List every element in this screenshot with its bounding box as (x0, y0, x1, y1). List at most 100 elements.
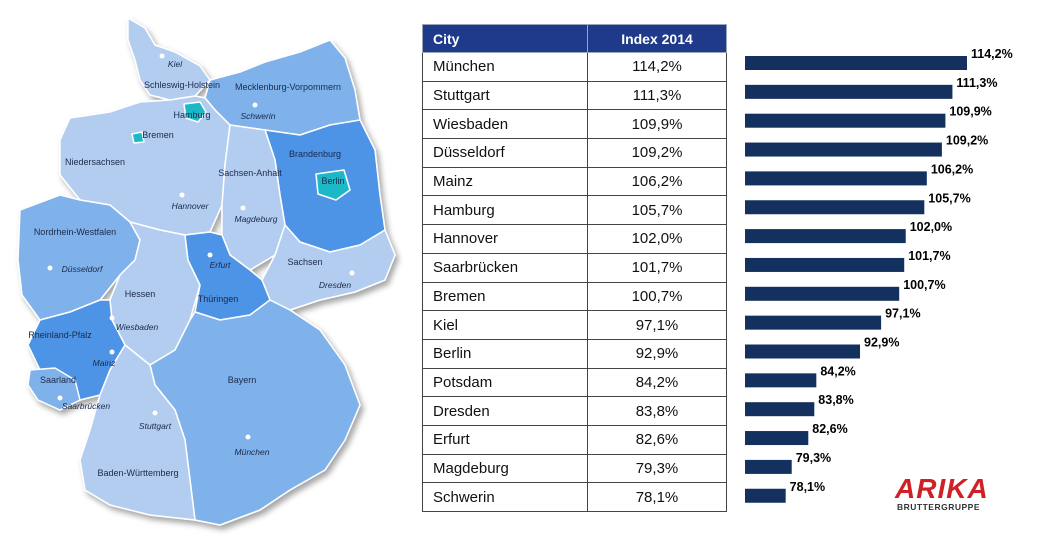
table-row: Bremen 100,7% (422, 281, 727, 312)
bar-9 (745, 315, 882, 330)
cell-index: 100,7% (587, 281, 727, 312)
table-row: Potsdam 84,2% (422, 367, 727, 398)
table-row: Erfurt 82,6% (422, 424, 727, 455)
cell-city: Schwerin (422, 482, 588, 512)
state-sachsen-anhalt[interactable] (221, 124, 286, 271)
cell-city: Hamburg (422, 195, 588, 226)
bar-value-label: 83,8% (818, 393, 853, 407)
bar-1 (745, 84, 953, 99)
cell-index: 79,3% (587, 453, 727, 484)
cell-city: Wiesbaden (422, 109, 588, 140)
bar-value-label: 102,0% (910, 220, 952, 234)
cell-index: 84,2% (587, 367, 727, 398)
label-magdeburg: Magdeburg (234, 214, 277, 224)
dot-duesseldorf (47, 265, 53, 271)
cell-index: 92,9% (587, 338, 727, 369)
cell-city: Erfurt (422, 424, 588, 455)
bar-4 (745, 171, 927, 186)
cell-city: Kiel (422, 310, 588, 340)
cell-city: Bremen (422, 281, 588, 312)
cell-city: Stuttgart (422, 80, 588, 111)
cell-index: 97,1% (587, 310, 727, 340)
table-row: Stuttgart 111,3% (422, 80, 727, 111)
label-schwerin: Schwerin (241, 111, 276, 121)
cell-city: München (422, 52, 588, 82)
bar-11 (745, 373, 817, 388)
label-schleswig: Schleswig-Holstein (144, 80, 220, 90)
dot-erfurt (207, 252, 213, 258)
table-header-row: City Index 2014 (422, 24, 727, 53)
cell-city: Berlin (422, 338, 588, 369)
bar-value-label: 82,6% (812, 422, 847, 436)
state-hamburg[interactable] (183, 101, 207, 123)
label-rheinland-pfalz: Rheinland-Pfalz (28, 330, 92, 340)
logo-subtitle: BRUTTERGRUPPE (897, 502, 981, 512)
label-sachsen-anhalt: Sachsen-Anhalt (218, 168, 282, 178)
label-kiel: Kiel (168, 59, 183, 69)
column-header-index: Index 2014 (587, 24, 727, 53)
bar-value-label: 79,3% (796, 451, 831, 465)
state-bremen[interactable] (131, 131, 145, 144)
index-table: City Index 2014 München 114,2% Stuttgart 11… (422, 24, 727, 512)
dot-hannover (179, 192, 185, 198)
label-saarland: Saarland (40, 375, 76, 385)
label-nrw: Nordrhein-Westfalen (34, 227, 116, 237)
label-niedersachsen: Niedersachsen (65, 157, 125, 167)
bar-value-label: 109,2% (946, 134, 988, 148)
label-wiesbaden: Wiesbaden (116, 322, 159, 332)
label-muenchen: München (235, 447, 270, 457)
label-baden-wuerttemberg: Baden-Württemberg (97, 468, 178, 478)
bar-value-label: 105,7% (928, 191, 970, 205)
state-saarland[interactable] (27, 367, 81, 411)
table-row: Berlin 92,9% (422, 338, 727, 369)
table-row: Hamburg 105,7% (422, 195, 727, 226)
bar-chart: 114,2% 111,3% 109,9% 109,2% 106,2% 105,7% 102,… (745, 47, 1013, 503)
label-mecklenburg: Mecklenburg-Vorpommern (235, 82, 341, 92)
cell-city: Dresden (422, 396, 588, 426)
label-thueringen: Thüringen (198, 294, 239, 304)
cell-index: 111,3% (587, 80, 727, 111)
bar-3 (745, 142, 942, 157)
state-berlin[interactable] (315, 169, 351, 201)
bar-value-label: 106,2% (931, 162, 973, 176)
bar-14 (745, 459, 792, 474)
logo-brand: ARIKA (895, 473, 989, 504)
cell-index: 105,7% (587, 195, 727, 226)
cell-index: 101,7% (587, 252, 727, 283)
cell-city: Düsseldorf (422, 138, 588, 168)
bar-value-label: 114,2% (971, 47, 1013, 61)
cell-city: Saarbrücken (422, 252, 588, 283)
cell-index: 109,2% (587, 138, 727, 168)
bar-5 (745, 200, 925, 215)
table-row: Kiel 97,1% (422, 310, 727, 340)
label-brandenburg: Brandenburg (289, 149, 341, 159)
bar-value-label: 84,2% (820, 364, 855, 378)
table-row: Dresden 83,8% (422, 396, 727, 426)
germany-map: Schleswig-Holstein Mecklenburg-Vorpommer… (17, 17, 396, 526)
bar-value-label: 92,9% (864, 336, 899, 350)
state-baden-wuerttemberg[interactable] (79, 344, 196, 521)
dot-magdeburg (240, 205, 246, 211)
bar-value-label: 101,7% (908, 249, 950, 263)
cell-city: Mainz (422, 166, 588, 197)
label-berlin: Berlin (321, 176, 344, 186)
cell-index: 82,6% (587, 424, 727, 455)
cell-index: 109,9% (587, 109, 727, 140)
bar-value-label: 78,1% (790, 480, 825, 494)
label-mainz: Mainz (93, 358, 116, 368)
cell-city: Hannover (422, 224, 588, 254)
dot-saarbruecken (57, 395, 63, 401)
table-row: Saarbrücken 101,7% (422, 252, 727, 283)
cell-index: 114,2% (587, 52, 727, 82)
cell-city: Magdeburg (422, 453, 588, 484)
label-saarbruecken: Saarbrücken (62, 401, 110, 411)
bar-value-label: 97,1% (885, 307, 920, 321)
dot-dresden (349, 270, 355, 276)
dot-wiesbaden (109, 315, 115, 321)
bar-10 (745, 344, 861, 359)
label-bremen: Bremen (142, 130, 174, 140)
bar-value-label: 109,9% (949, 105, 991, 119)
dot-kiel (159, 53, 165, 59)
table-row: Magdeburg 79,3% (422, 453, 727, 484)
label-duesseldorf: Düsseldorf (62, 264, 104, 274)
